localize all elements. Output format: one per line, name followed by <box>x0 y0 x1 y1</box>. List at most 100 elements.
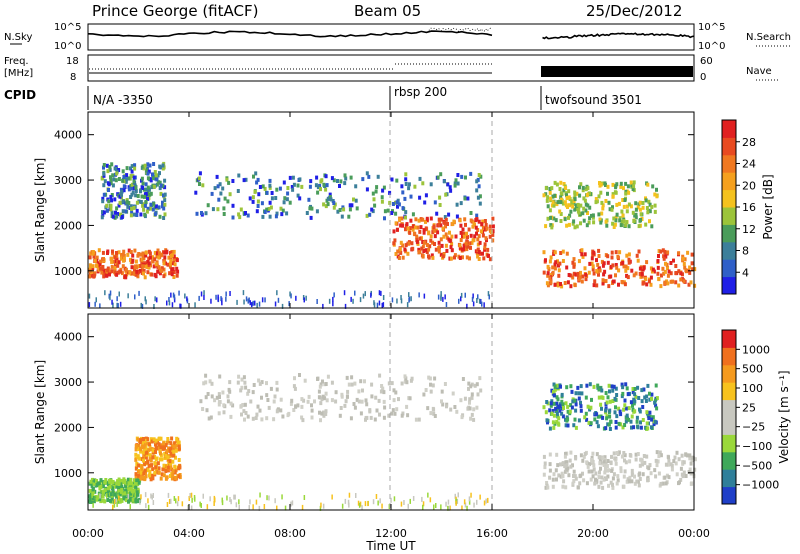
heatmap-cell <box>132 179 136 184</box>
heatmap-cell <box>604 461 608 466</box>
heatmap-cell <box>128 497 132 502</box>
heatmap-cell <box>138 290 140 296</box>
heatmap-cell <box>261 297 264 303</box>
heatmap-cell <box>637 396 641 400</box>
heatmap-cell <box>583 415 587 420</box>
heatmap-cell <box>622 219 626 223</box>
heatmap-cell <box>417 247 421 252</box>
heatmap-cell <box>142 207 146 212</box>
heatmap-cell <box>256 199 260 204</box>
heatmap-cell <box>178 446 181 451</box>
heatmap-cell <box>688 453 692 458</box>
heatmap-cell <box>324 412 328 416</box>
heatmap-cell <box>657 249 661 254</box>
heatmap-cell <box>328 298 331 304</box>
heatmap-cell <box>263 186 267 191</box>
heatmap-cell <box>473 383 477 388</box>
heatmap-cell <box>381 503 383 509</box>
heatmap-cell <box>614 461 618 466</box>
heatmap-cell <box>553 266 557 271</box>
heatmap-cell <box>159 268 163 273</box>
heatmap-cell <box>664 254 668 259</box>
heatmap-cell <box>552 472 556 477</box>
heatmap-cell <box>623 282 627 287</box>
heatmap-cell <box>604 465 607 470</box>
heatmap-cell <box>662 271 666 276</box>
heatmap-cell <box>131 497 135 502</box>
heatmap-cell <box>479 174 483 179</box>
heatmap-cell <box>481 225 485 230</box>
heatmap-cell <box>278 186 282 191</box>
heatmap-cell <box>552 413 556 418</box>
heatmap-cell <box>623 423 627 427</box>
heatmap-cell <box>136 194 140 198</box>
heatmap-cell <box>406 302 409 308</box>
heatmap-cell <box>300 184 304 189</box>
heatmap-cell <box>358 502 361 508</box>
heatmap-cell <box>173 464 177 469</box>
heatmap-cell <box>129 204 133 209</box>
heatmap-cell <box>460 292 463 298</box>
heatmap-cell <box>620 220 624 224</box>
heatmap-cell <box>91 496 95 500</box>
heatmap-cell <box>622 186 625 191</box>
heatmap-cell <box>399 223 403 228</box>
heatmap-cell <box>338 413 342 418</box>
heatmap-cell <box>426 406 430 411</box>
heatmap-cell <box>433 200 437 205</box>
heatmap-cell <box>413 225 417 230</box>
heatmap-cell <box>223 196 227 201</box>
heatmap-cell <box>633 392 637 397</box>
heatmap-cell <box>656 259 660 263</box>
heatmap-cell <box>143 194 146 199</box>
heatmap-cell <box>655 187 658 192</box>
freq-axis-top: 18 <box>66 56 79 67</box>
heatmap-cell <box>99 485 103 489</box>
heatmap-cell <box>424 226 428 231</box>
heatmap-cell <box>140 257 144 262</box>
heatmap-cell <box>484 236 488 241</box>
colorbar-tick-label: 4 <box>742 266 749 279</box>
heatmap-cell <box>260 417 264 422</box>
heatmap-cell <box>397 397 400 402</box>
heatmap-cell <box>115 481 119 486</box>
heatmap-cell <box>674 264 678 268</box>
heatmap-cell <box>603 181 607 186</box>
heatmap-cell <box>564 401 568 406</box>
heatmap-cell <box>133 166 137 171</box>
heatmap-cell <box>449 245 453 250</box>
heatmap-cell <box>611 182 615 187</box>
heatmap-cell <box>657 254 660 258</box>
heatmap-cell <box>408 396 412 401</box>
heatmap-cell <box>264 297 266 303</box>
heatmap-cell <box>300 404 304 409</box>
heatmap-cell <box>115 272 119 277</box>
heatmap-cell <box>393 238 397 243</box>
heatmap-cell <box>159 445 163 450</box>
heatmap-cell <box>241 403 245 407</box>
heatmap-cell <box>457 492 459 498</box>
heatmap-cell <box>594 477 597 482</box>
heatmap-cell <box>640 459 644 464</box>
heatmap-cell <box>110 259 114 264</box>
colorbar-tick-label: −100 <box>742 440 772 453</box>
heatmap-cell <box>355 206 359 211</box>
heatmap-cell <box>552 251 556 256</box>
heatmap-cell <box>283 196 287 201</box>
heatmap-cell <box>193 495 196 500</box>
heatmap-cell <box>242 290 245 296</box>
heatmap-cell <box>475 382 479 387</box>
heatmap-cell <box>550 273 553 278</box>
heatmap-cell <box>320 411 324 416</box>
heatmap-cell <box>111 249 114 254</box>
heatmap-cell <box>667 475 671 480</box>
heatmap-cell <box>549 215 553 220</box>
heatmap-cell <box>269 386 273 391</box>
heatmap-cell <box>429 389 433 394</box>
heatmap-cell <box>623 469 627 474</box>
colorbar-tick-label: 20 <box>742 179 756 192</box>
heatmap-cell <box>163 198 167 202</box>
heatmap-cell <box>552 425 556 430</box>
heatmap-cell <box>447 505 449 511</box>
heatmap-cell <box>145 209 149 214</box>
